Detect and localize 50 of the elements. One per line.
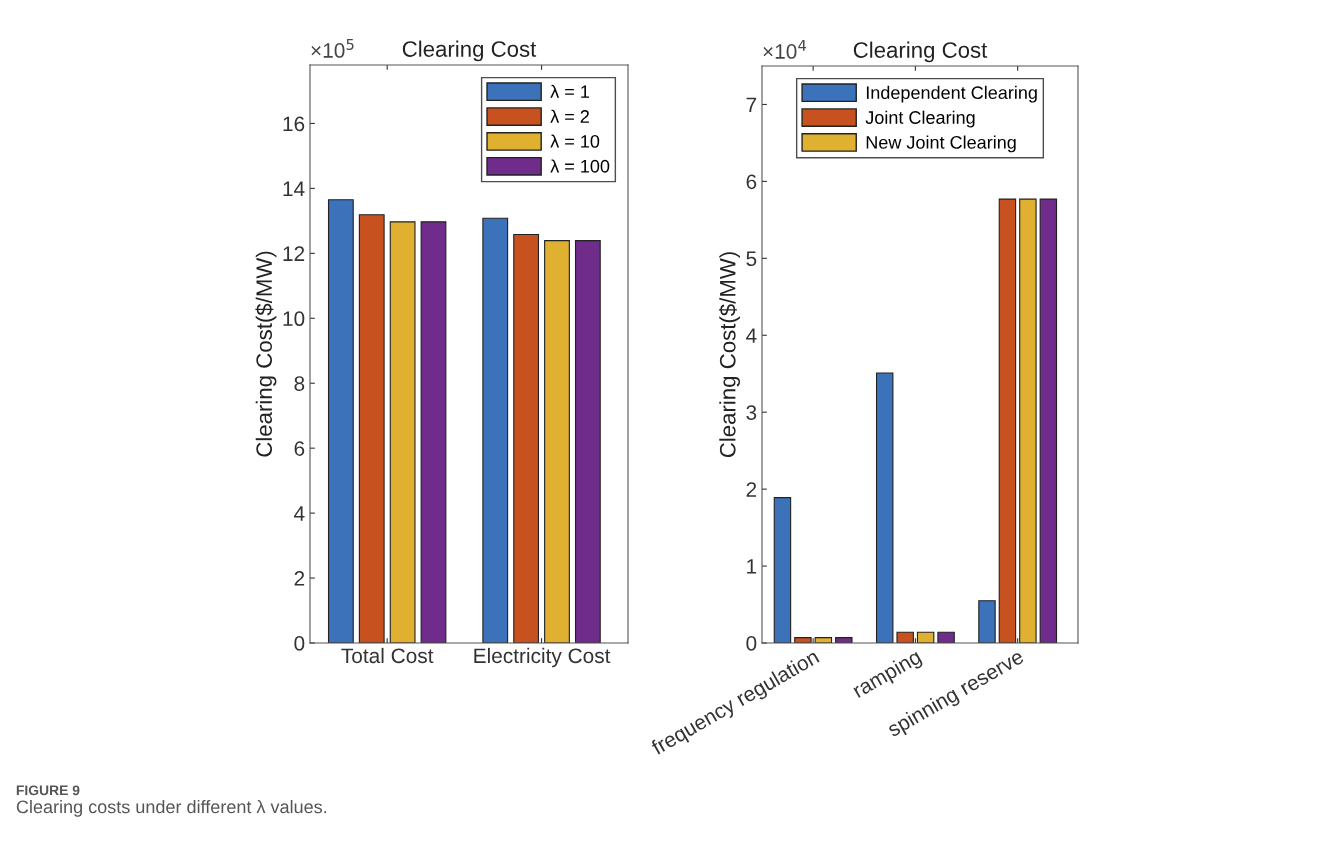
y-tick-label: 5 [746, 251, 757, 267]
bar [896, 631, 914, 643]
legend-label: Independent Clearing [866, 85, 1037, 103]
bar [544, 240, 570, 643]
bar [482, 217, 509, 643]
y-tick-label: 16 [283, 116, 305, 132]
y-axis-title: Clearing Cost($/MW) [718, 252, 740, 458]
y-axis-title: Clearing Cost($/MW) [255, 251, 277, 457]
text: ×10$^{5}$ [311, 39, 354, 58]
y-tick-label: 14 [283, 181, 305, 196]
y-tick-label: 6 [746, 174, 757, 190]
y-tick-label: 7 [746, 97, 757, 113]
x-tick-label: Total Cost [341, 647, 434, 664]
x-tick-label: Electricity Cost [474, 647, 611, 668]
y-tick-label: 3 [746, 405, 757, 420]
legend-label: λ = 10 [550, 134, 600, 148]
bar [513, 233, 540, 643]
bar [937, 631, 955, 643]
caption: FIGURE 9 [16, 785, 80, 796]
bar [978, 600, 996, 643]
bar [1039, 198, 1058, 643]
y-tick-label: 0 [294, 636, 305, 651]
y-tick-label: 1 [747, 559, 757, 574]
legend-label: λ = 2 [550, 109, 589, 123]
text: ×10$^{4}$ [763, 40, 806, 59]
bar [773, 497, 792, 643]
y-tick-label: 4 [746, 328, 757, 343]
y-tick-label: 8 [294, 376, 305, 391]
bar [327, 199, 354, 643]
bar [420, 221, 447, 643]
legend-label: New Joint Clearing [866, 135, 1016, 153]
bar [358, 214, 385, 643]
y-tick-label: 12 [283, 246, 305, 261]
bar [389, 221, 416, 643]
y-tick-label: 2 [746, 482, 757, 497]
legend-label: Joint Clearing [865, 110, 975, 128]
chart-title: Clearing Cost [853, 41, 988, 63]
legend-label: λ = 1 [550, 84, 589, 98]
legend-label: λ = 100 [550, 159, 610, 173]
bar [1019, 198, 1037, 643]
bar [875, 372, 894, 643]
text: Clearing costs under different λ values. [16, 800, 327, 817]
bar [574, 240, 601, 643]
y-tick-label: 10 [283, 311, 305, 327]
bar [998, 198, 1017, 643]
chart-title: Clearing Cost [402, 40, 537, 62]
y-tick-label: 4 [294, 506, 305, 521]
y-tick-label: 0 [746, 636, 757, 651]
y-tick-label: 6 [294, 441, 305, 456]
y-tick-label: 2 [294, 571, 305, 586]
